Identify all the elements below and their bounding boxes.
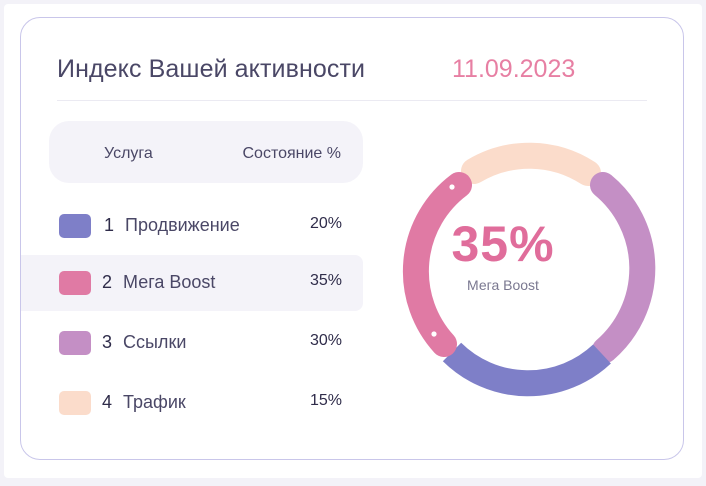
service-percent: 30% xyxy=(309,332,342,349)
service-row-4[interactable]: 4 Трафик 15% xyxy=(21,375,363,431)
header-divider xyxy=(57,100,647,101)
color-swatch xyxy=(59,331,91,355)
service-percent: 20% xyxy=(309,215,342,232)
column-header-state: Состояние % xyxy=(242,145,341,162)
row-number: 3 xyxy=(102,332,113,352)
donut-segment-links[interactable] xyxy=(590,172,656,363)
service-name: Ссылки xyxy=(123,332,187,352)
row-number: 1 xyxy=(104,215,115,235)
table-header: Услуга Состояние % xyxy=(49,121,363,183)
service-row-1[interactable]: 1 Продвижение 20% xyxy=(21,198,363,254)
card-date: 11.09.2023 xyxy=(452,55,576,83)
donut-segment-traffic[interactable] xyxy=(461,142,601,186)
column-header-service: Услуга xyxy=(104,145,153,162)
donut-segment-mega-boost[interactable] xyxy=(402,172,472,357)
donut-center-value: 35% xyxy=(451,216,555,272)
donut-center-label: Мега Boost xyxy=(467,277,539,293)
service-name: Мега Boost xyxy=(123,272,216,292)
service-row-3[interactable]: 3 Ссылки 30% xyxy=(21,315,363,371)
color-swatch xyxy=(59,391,91,415)
segment-marker-dot xyxy=(449,184,455,190)
segment-marker-dot xyxy=(431,331,437,337)
card-title: Индекс Вашей активности xyxy=(57,55,366,83)
service-name: Продвижение xyxy=(125,215,240,235)
service-row-2[interactable]: 2 Мега Boost 35% xyxy=(21,255,363,311)
color-swatch xyxy=(59,271,91,295)
activity-index-card: Индекс Вашей активности 11.09.2023 Услуг… xyxy=(20,17,684,460)
row-number: 4 xyxy=(102,392,113,412)
service-percent: 35% xyxy=(309,272,342,289)
donut-segment-promotion[interactable] xyxy=(442,342,611,397)
service-percent: 15% xyxy=(309,392,342,409)
color-swatch xyxy=(59,214,91,238)
service-name: Трафик xyxy=(123,392,186,412)
row-number: 2 xyxy=(102,272,113,292)
activity-donut-chart xyxy=(402,142,656,397)
